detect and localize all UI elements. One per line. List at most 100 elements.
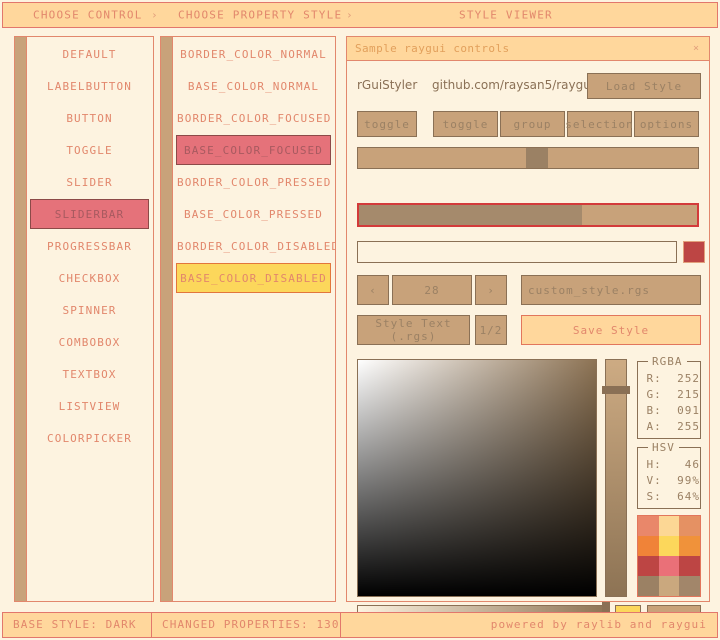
property-item-base-color-disabled[interactable]: BASE_COLOR_DISABLED xyxy=(176,263,331,293)
control-item-combobox[interactable]: COMBOBOX xyxy=(58,336,121,349)
colorpicker-sv-square[interactable] xyxy=(357,359,597,597)
rgba-row-b: B: 091 xyxy=(638,402,700,418)
status-base-style: BASE STYLE: DARK xyxy=(2,612,152,638)
close-icon[interactable]: × xyxy=(692,43,700,54)
chevron-right-icon-1: › xyxy=(151,8,158,22)
breadcrumb-toolbar: CHOOSE CONTROL › CHOOSE PROPERTY STYLE ›… xyxy=(2,2,718,28)
palette-swatch-8[interactable] xyxy=(679,556,700,576)
page-indicator[interactable]: 1/2 xyxy=(475,315,507,345)
hsv-group-title: HSV xyxy=(648,441,679,454)
hsv-key-h: H: xyxy=(646,457,662,471)
toolbar-step-style-viewer[interactable]: STYLE VIEWER xyxy=(459,8,553,22)
sliderbar[interactable] xyxy=(357,203,699,227)
palette-swatch-6[interactable] xyxy=(638,556,659,576)
palette-swatch-9[interactable] xyxy=(638,576,659,596)
hsv-value-v[interactable]: 99% xyxy=(677,473,700,487)
rgba-key-a: A: xyxy=(646,419,662,433)
palette-swatch-3[interactable] xyxy=(638,536,659,556)
control-item-labelbutton[interactable]: LABELBUTTON xyxy=(47,80,132,93)
toolbar-step-choose-control[interactable]: CHOOSE CONTROL xyxy=(33,8,143,22)
spinner-increment-button[interactable]: › xyxy=(475,275,507,305)
properties-list-scrollbar[interactable] xyxy=(161,37,173,601)
slider-knob[interactable] xyxy=(526,148,548,168)
load-style-button[interactable]: Load Style xyxy=(587,73,701,99)
colorpicker-hue-bar[interactable] xyxy=(602,359,630,597)
property-item-border-color-focused[interactable]: BORDER_COLOR_FOCUSED xyxy=(177,112,332,125)
property-item-base-color-focused[interactable]: BASE_COLOR_FOCUSED xyxy=(176,135,331,165)
toggle-group-item-selection[interactable]: selection xyxy=(565,111,633,137)
control-item-textbox[interactable]: TEXTBOX xyxy=(62,368,117,381)
toggle-group-item-toggle[interactable]: toggle xyxy=(433,111,498,137)
palette-swatch-2[interactable] xyxy=(679,516,700,536)
style-filename-textbox[interactable]: custom_style.rgs xyxy=(521,275,701,305)
property-item-border-color-disabled[interactable]: BORDER_COLOR_DISABLED xyxy=(177,240,335,253)
rgba-key-g: G: xyxy=(646,387,662,401)
toolbar-step-choose-property-style[interactable]: CHOOSE PROPERTY STYLE xyxy=(178,8,343,22)
control-item-default[interactable]: DEFAULT xyxy=(62,48,117,61)
palette-swatch-4[interactable] xyxy=(658,536,680,556)
color-palette[interactable] xyxy=(637,515,701,597)
status-credits: powered by raylib and raygui xyxy=(340,612,718,638)
hsv-key-s: S: xyxy=(646,489,662,503)
hsv-value-s[interactable]: 64% xyxy=(677,489,700,503)
save-style-button[interactable]: Save Style xyxy=(521,315,701,345)
control-item-spinner[interactable]: SPINNER xyxy=(62,304,117,317)
control-item-slider[interactable]: SLIDER xyxy=(66,176,113,189)
window-title: Sample raygui controls xyxy=(347,37,709,61)
style-text-button[interactable]: Style Text (.rgs) xyxy=(357,315,470,345)
rgba-value-g[interactable]: 215 xyxy=(677,387,700,401)
slider[interactable] xyxy=(357,147,699,169)
property-item-border-color-normal[interactable]: BORDER_COLOR_NORMAL xyxy=(180,48,327,61)
checkbox-checked[interactable] xyxy=(683,241,705,263)
rgba-value-b[interactable]: 091 xyxy=(677,403,700,417)
hsv-key-v: V: xyxy=(646,473,662,487)
hue-knob[interactable] xyxy=(602,386,630,394)
property-item-base-color-pressed[interactable]: BASE_COLOR_PRESSED xyxy=(183,208,323,221)
palette-swatch-11[interactable] xyxy=(679,576,700,596)
controls-list-scrollbar[interactable] xyxy=(15,37,27,601)
chevron-right-icon-2: › xyxy=(346,8,353,22)
spinner-value[interactable]: 28 xyxy=(392,275,472,305)
hsv-row-s: S: 64% xyxy=(638,488,700,504)
control-item-colorpicker[interactable]: COLORPICKER xyxy=(47,432,132,445)
control-item-listview[interactable]: LISTVIEW xyxy=(58,400,121,413)
palette-swatch-1[interactable] xyxy=(658,516,680,536)
style-viewer-window: Sample raygui controls × rGuiStyler gith… xyxy=(346,36,710,632)
toggle-group-item-options[interactable]: options xyxy=(634,111,699,137)
repo-link-label[interactable]: github.com/raysan5/raygui xyxy=(432,78,595,92)
palette-swatch-10[interactable] xyxy=(658,576,680,596)
rgba-key-r: R: xyxy=(646,371,662,385)
properties-listview[interactable]: BORDER_COLOR_NORMAL BASE_COLOR_NORMAL BORD… xyxy=(160,36,336,602)
progressbar-track[interactable] xyxy=(357,241,677,263)
rgba-row-g: G: 215 xyxy=(638,386,700,402)
properties-list-items: BORDER_COLOR_NORMAL BASE_COLOR_NORMAL BORD… xyxy=(172,37,335,601)
rgba-value-r[interactable]: 252 xyxy=(677,371,700,385)
value-gradient xyxy=(358,360,596,596)
status-changed-properties: CHANGED PROPERTIES: 130 xyxy=(151,612,341,638)
rgba-key-b: B: xyxy=(646,403,662,417)
control-item-toggle[interactable]: TOGGLE xyxy=(66,144,113,157)
toggle-group-item-group[interactable]: group xyxy=(500,111,565,137)
controls-list-items: DEFAULT LABELBUTTON BUTTON TOGGLE SLIDER SLID… xyxy=(26,37,153,601)
toggle-button[interactable]: toggle xyxy=(357,111,417,137)
palette-swatch-0[interactable] xyxy=(638,516,659,536)
rgba-group: RGBA R: 252 G: 215 B: 091 A: 255 xyxy=(637,355,701,439)
control-item-button[interactable]: BUTTON xyxy=(66,112,113,125)
control-item-sliderbar[interactable]: SLIDERBAR xyxy=(30,199,149,229)
palette-swatch-7[interactable] xyxy=(658,556,680,576)
rgba-row-a: A: 255 xyxy=(638,418,700,434)
property-item-base-color-normal[interactable]: BASE_COLOR_NORMAL xyxy=(187,80,320,93)
rgba-row-r: R: 252 xyxy=(638,370,700,386)
sliderbar-fill xyxy=(359,205,583,225)
rgba-value-a[interactable]: 255 xyxy=(677,419,700,433)
spinner-decrement-button[interactable]: ‹ xyxy=(357,275,389,305)
rgba-group-title: RGBA xyxy=(648,355,687,368)
control-item-checkbox[interactable]: CHECKBOX xyxy=(58,272,121,285)
property-item-border-color-pressed[interactable]: BORDER_COLOR_PRESSED xyxy=(177,176,332,189)
control-item-progressbar[interactable]: PROGRESSBAR xyxy=(47,240,132,253)
hsv-row-h: H: 46 xyxy=(638,456,700,472)
controls-listview[interactable]: DEFAULT LABELBUTTON BUTTON TOGGLE SLIDER SLID… xyxy=(14,36,154,602)
palette-swatch-5[interactable] xyxy=(679,536,700,556)
hsv-value-h[interactable]: 46 xyxy=(684,457,700,471)
